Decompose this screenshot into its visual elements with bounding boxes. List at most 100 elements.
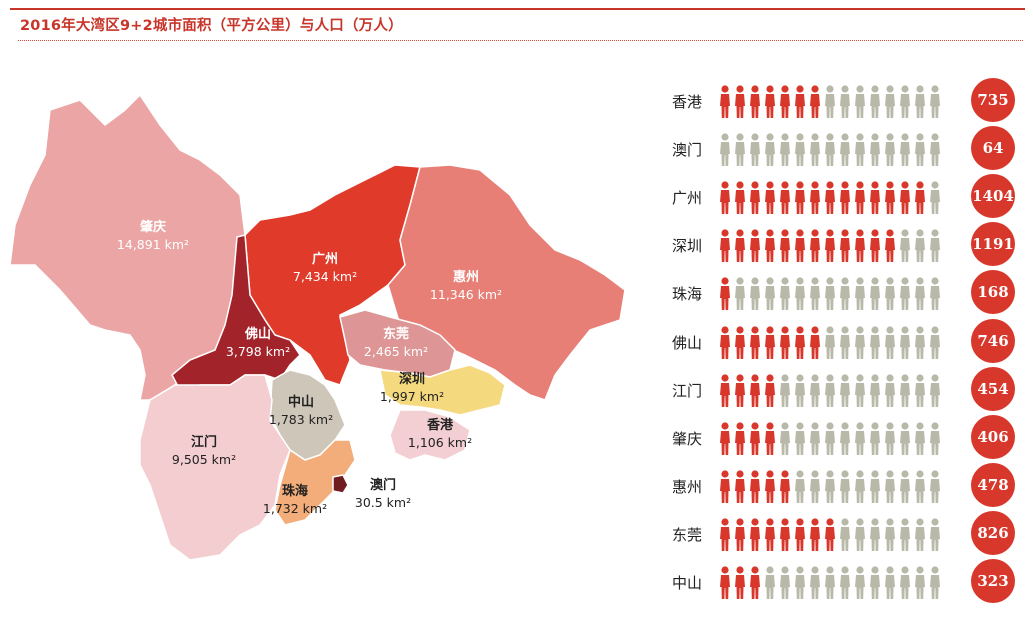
person-icon — [855, 325, 865, 359]
person-icon — [750, 325, 760, 359]
person-icon — [855, 470, 865, 503]
person-icon — [810, 85, 820, 118]
person-icon — [855, 133, 865, 167]
city-name: 深圳 — [671, 237, 702, 256]
person-icon — [930, 373, 940, 407]
population-badge: 1404 — [971, 174, 1015, 219]
person-icon — [810, 325, 820, 359]
person-icon — [825, 373, 835, 407]
person-icon — [735, 518, 745, 551]
person-icon — [915, 422, 925, 455]
city-name: 中山 — [671, 574, 702, 592]
person-icon — [720, 325, 730, 359]
person-icon — [870, 181, 880, 215]
person-icon — [795, 325, 805, 359]
person-icon — [930, 133, 940, 167]
person-icon — [855, 85, 865, 118]
person-icon — [825, 325, 835, 359]
person-icon — [870, 422, 880, 455]
person-icon — [780, 85, 790, 118]
person-icon — [825, 566, 835, 599]
person-icon — [810, 373, 820, 407]
population-row: 广州 1404 — [640, 174, 1030, 222]
person-icon — [780, 518, 790, 551]
person-icon — [750, 181, 760, 215]
person-icon — [930, 85, 940, 118]
label-macau: 澳门 30.5 km² — [355, 477, 411, 510]
person-icon — [750, 133, 760, 167]
person-icon — [765, 518, 775, 551]
person-icon — [870, 470, 880, 503]
person-icon — [900, 85, 910, 118]
person-icons — [720, 566, 945, 604]
person-icon — [930, 470, 940, 503]
person-icon — [840, 373, 850, 407]
person-icon — [885, 325, 895, 359]
person-icon — [930, 277, 940, 311]
person-icon — [855, 181, 865, 215]
person-icon — [750, 229, 760, 263]
person-icon — [735, 181, 745, 215]
person-icon — [765, 181, 775, 215]
person-icon — [855, 277, 865, 311]
page-title: 2016年大湾区9+2城市面积（平方公里）与人口（万人） — [20, 18, 403, 34]
person-icon — [870, 133, 880, 167]
person-icon — [750, 566, 760, 599]
population-badge: 406 — [971, 414, 1015, 459]
person-icon — [765, 470, 775, 503]
person-icon — [900, 373, 910, 407]
person-icon — [795, 229, 805, 263]
person-icon — [780, 229, 790, 263]
person-icon — [765, 277, 775, 311]
person-icon — [885, 277, 895, 311]
person-icon — [810, 422, 820, 455]
person-icon — [930, 566, 940, 599]
population-row: 江门 454 — [640, 366, 1030, 415]
person-icon — [915, 325, 925, 359]
person-icon — [855, 566, 865, 599]
person-icon — [870, 373, 880, 407]
person-icon — [900, 133, 910, 167]
population-row: 澳门 64 — [640, 126, 1030, 174]
population-badge: 323 — [971, 559, 1015, 603]
person-icon — [915, 181, 925, 215]
person-icon — [885, 373, 895, 407]
person-icons — [720, 229, 945, 267]
city-name: 香港 — [671, 93, 702, 111]
population-badge: 746 — [971, 318, 1015, 363]
population-row: 东莞 826 — [640, 510, 1030, 559]
person-icon — [870, 85, 880, 118]
person-icon — [900, 566, 910, 599]
person-icon — [870, 229, 880, 263]
label-zhongshan: 中山 1,783 km² — [269, 394, 333, 427]
person-icon — [750, 277, 760, 311]
person-icon — [870, 566, 880, 599]
population-badge: 1191 — [971, 222, 1015, 267]
city-name: 珠海 — [671, 285, 702, 304]
person-icon — [795, 373, 805, 407]
label-zhuhai: 珠海 1,732 km² — [263, 483, 327, 516]
person-icon — [780, 181, 790, 215]
population-badge: 64 — [971, 126, 1015, 171]
person-icon — [840, 422, 850, 455]
person-icon — [900, 181, 910, 215]
top-rule — [10, 8, 1025, 10]
person-icon — [735, 229, 745, 263]
person-icon — [720, 470, 730, 503]
person-icon — [900, 277, 910, 311]
city-name: 澳门 — [671, 141, 702, 160]
person-icon — [900, 229, 910, 263]
person-icon — [870, 518, 880, 551]
person-icon — [930, 181, 940, 215]
person-icons — [720, 325, 945, 364]
person-icon — [855, 422, 865, 455]
person-icon — [735, 373, 745, 407]
person-icon — [780, 133, 790, 167]
person-icon — [810, 181, 820, 215]
population-badge: 478 — [971, 462, 1015, 507]
region-macau — [332, 474, 349, 494]
person-icon — [930, 229, 940, 263]
person-icon — [765, 566, 775, 599]
person-icon — [915, 373, 925, 407]
person-icon — [735, 422, 745, 455]
